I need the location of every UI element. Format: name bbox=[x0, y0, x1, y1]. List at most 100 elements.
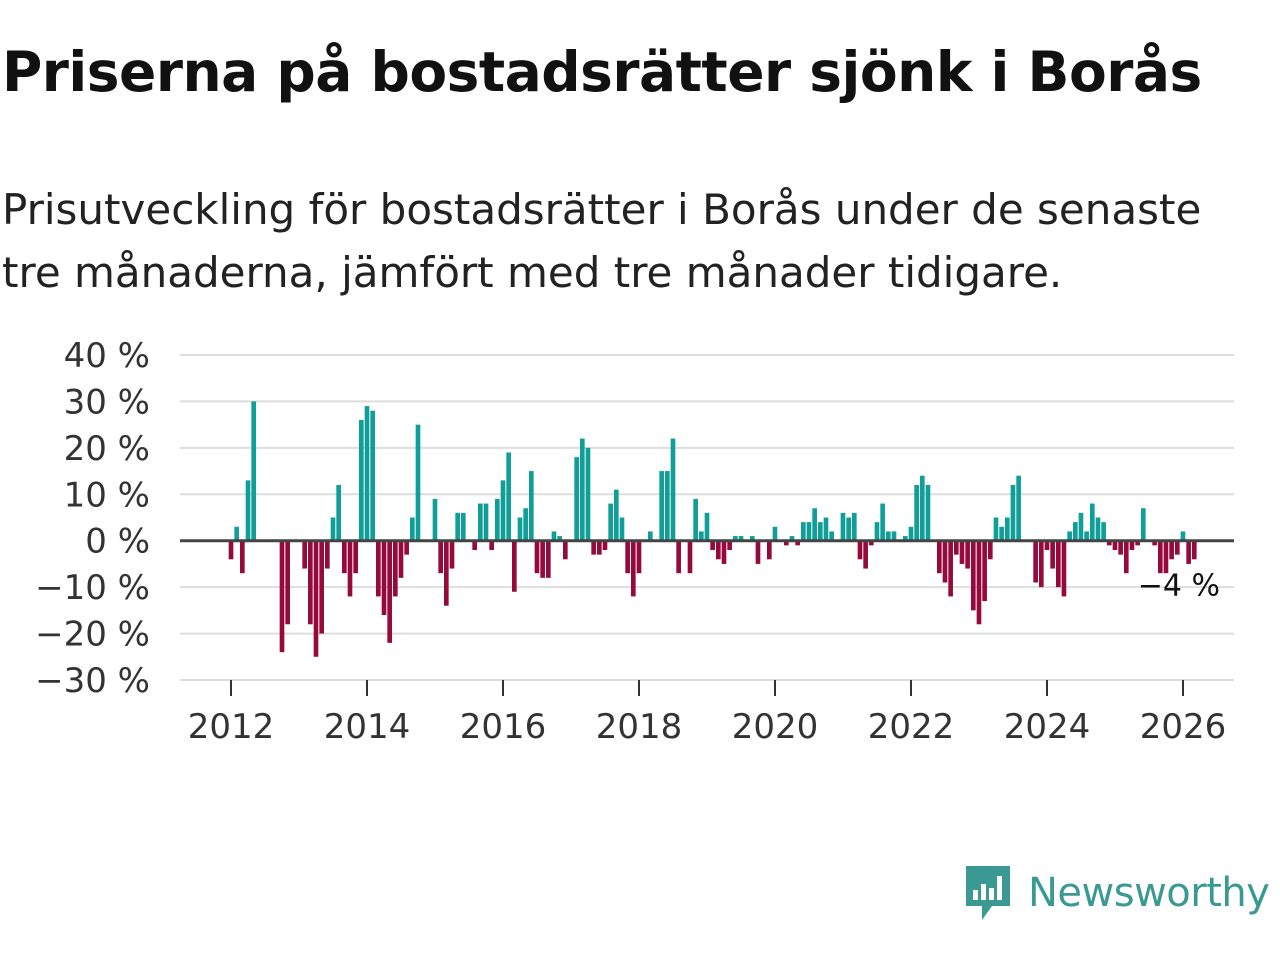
bar bbox=[1061, 540, 1067, 597]
bar bbox=[1072, 522, 1078, 541]
bar bbox=[534, 540, 540, 574]
bar bbox=[608, 503, 613, 541]
bar bbox=[240, 540, 245, 574]
bar bbox=[857, 540, 863, 560]
bar bbox=[942, 540, 948, 583]
bar bbox=[908, 526, 914, 541]
bar bbox=[557, 536, 562, 541]
bar bbox=[693, 498, 698, 541]
bar bbox=[279, 540, 285, 653]
brand-name: Newsworthy bbox=[1028, 870, 1270, 916]
bar bbox=[1095, 517, 1101, 541]
bar bbox=[715, 540, 721, 560]
bar bbox=[500, 480, 506, 541]
bar bbox=[987, 540, 993, 560]
bar bbox=[783, 540, 789, 546]
bar bbox=[1186, 540, 1191, 564]
bar bbox=[438, 540, 443, 574]
bar bbox=[1089, 503, 1095, 541]
bar bbox=[517, 517, 523, 541]
bar bbox=[919, 475, 925, 541]
x-tick-label: 2014 bbox=[324, 707, 411, 747]
bar bbox=[563, 540, 568, 560]
y-tick-label: 40 % bbox=[64, 336, 150, 376]
x-tick-label: 2026 bbox=[1140, 707, 1227, 747]
bar bbox=[245, 480, 251, 541]
bar bbox=[432, 498, 438, 541]
bar bbox=[670, 438, 676, 541]
bar bbox=[455, 512, 460, 541]
bar bbox=[478, 503, 483, 541]
bar bbox=[404, 540, 409, 555]
bar bbox=[512, 540, 517, 592]
bar bbox=[381, 540, 387, 615]
bar bbox=[1118, 540, 1123, 555]
bar bbox=[948, 540, 953, 597]
bar bbox=[410, 517, 415, 541]
y-tick-label: −30 % bbox=[35, 661, 150, 701]
bar bbox=[1084, 531, 1089, 541]
x-tick-label: 2016 bbox=[460, 707, 547, 747]
bar bbox=[415, 424, 421, 541]
bar bbox=[625, 540, 630, 574]
x-tick-label: 2024 bbox=[1004, 707, 1091, 747]
bar bbox=[766, 540, 772, 560]
bar bbox=[228, 540, 234, 560]
bar bbox=[993, 517, 999, 541]
bar bbox=[449, 540, 455, 569]
bar bbox=[914, 485, 919, 541]
bar bbox=[602, 540, 608, 550]
bar bbox=[647, 531, 653, 541]
bar bbox=[359, 420, 364, 541]
bar bbox=[313, 540, 319, 657]
bar bbox=[495, 498, 500, 541]
bar bbox=[1180, 531, 1186, 541]
bar bbox=[336, 485, 341, 541]
bar bbox=[387, 540, 392, 643]
y-tick-label: −10 % bbox=[35, 568, 150, 608]
newsworthy-logo: Newsworthy bbox=[962, 862, 1270, 924]
bar bbox=[1157, 540, 1163, 574]
bar bbox=[523, 508, 528, 541]
bar bbox=[461, 512, 466, 541]
bar bbox=[925, 485, 931, 541]
bar bbox=[817, 522, 823, 541]
bar bbox=[1016, 475, 1021, 541]
newsworthy-logo-icon bbox=[966, 866, 1010, 920]
bar bbox=[863, 540, 868, 569]
bar bbox=[302, 540, 307, 569]
bar bbox=[676, 540, 681, 574]
bar bbox=[376, 540, 381, 597]
bar bbox=[659, 471, 664, 541]
bar bbox=[353, 540, 358, 574]
bar bbox=[551, 531, 557, 541]
bar bbox=[732, 536, 738, 541]
y-tick-label: 30 % bbox=[64, 382, 150, 422]
bar bbox=[891, 531, 897, 541]
bar bbox=[687, 540, 693, 574]
bar bbox=[812, 508, 817, 541]
bar bbox=[483, 503, 489, 541]
bar bbox=[953, 540, 959, 555]
bar bbox=[1067, 531, 1072, 541]
bar bbox=[580, 438, 585, 541]
bar bbox=[710, 540, 715, 550]
bar bbox=[789, 536, 795, 541]
y-axis: 40 % 30 % 20 % 10 % 0 % −10 % −20 % −30 % bbox=[35, 336, 150, 701]
x-tick-label: 2018 bbox=[596, 707, 683, 747]
x-tick-label: 2022 bbox=[868, 707, 955, 747]
bar bbox=[1050, 540, 1055, 569]
bar bbox=[574, 457, 579, 541]
y-tick-label: −20 % bbox=[35, 615, 150, 655]
bar bbox=[704, 512, 710, 541]
bar bbox=[1004, 517, 1010, 541]
bar bbox=[795, 540, 800, 546]
bar bbox=[585, 447, 591, 541]
bar bbox=[1010, 485, 1016, 541]
bar bbox=[800, 522, 806, 541]
bar bbox=[755, 540, 761, 564]
bar bbox=[630, 540, 636, 597]
chart-subtitle: Prisutveckling för bostadsrätter i Borås… bbox=[2, 185, 1202, 297]
x-tick-label: 2012 bbox=[188, 707, 275, 747]
bar bbox=[472, 540, 477, 550]
